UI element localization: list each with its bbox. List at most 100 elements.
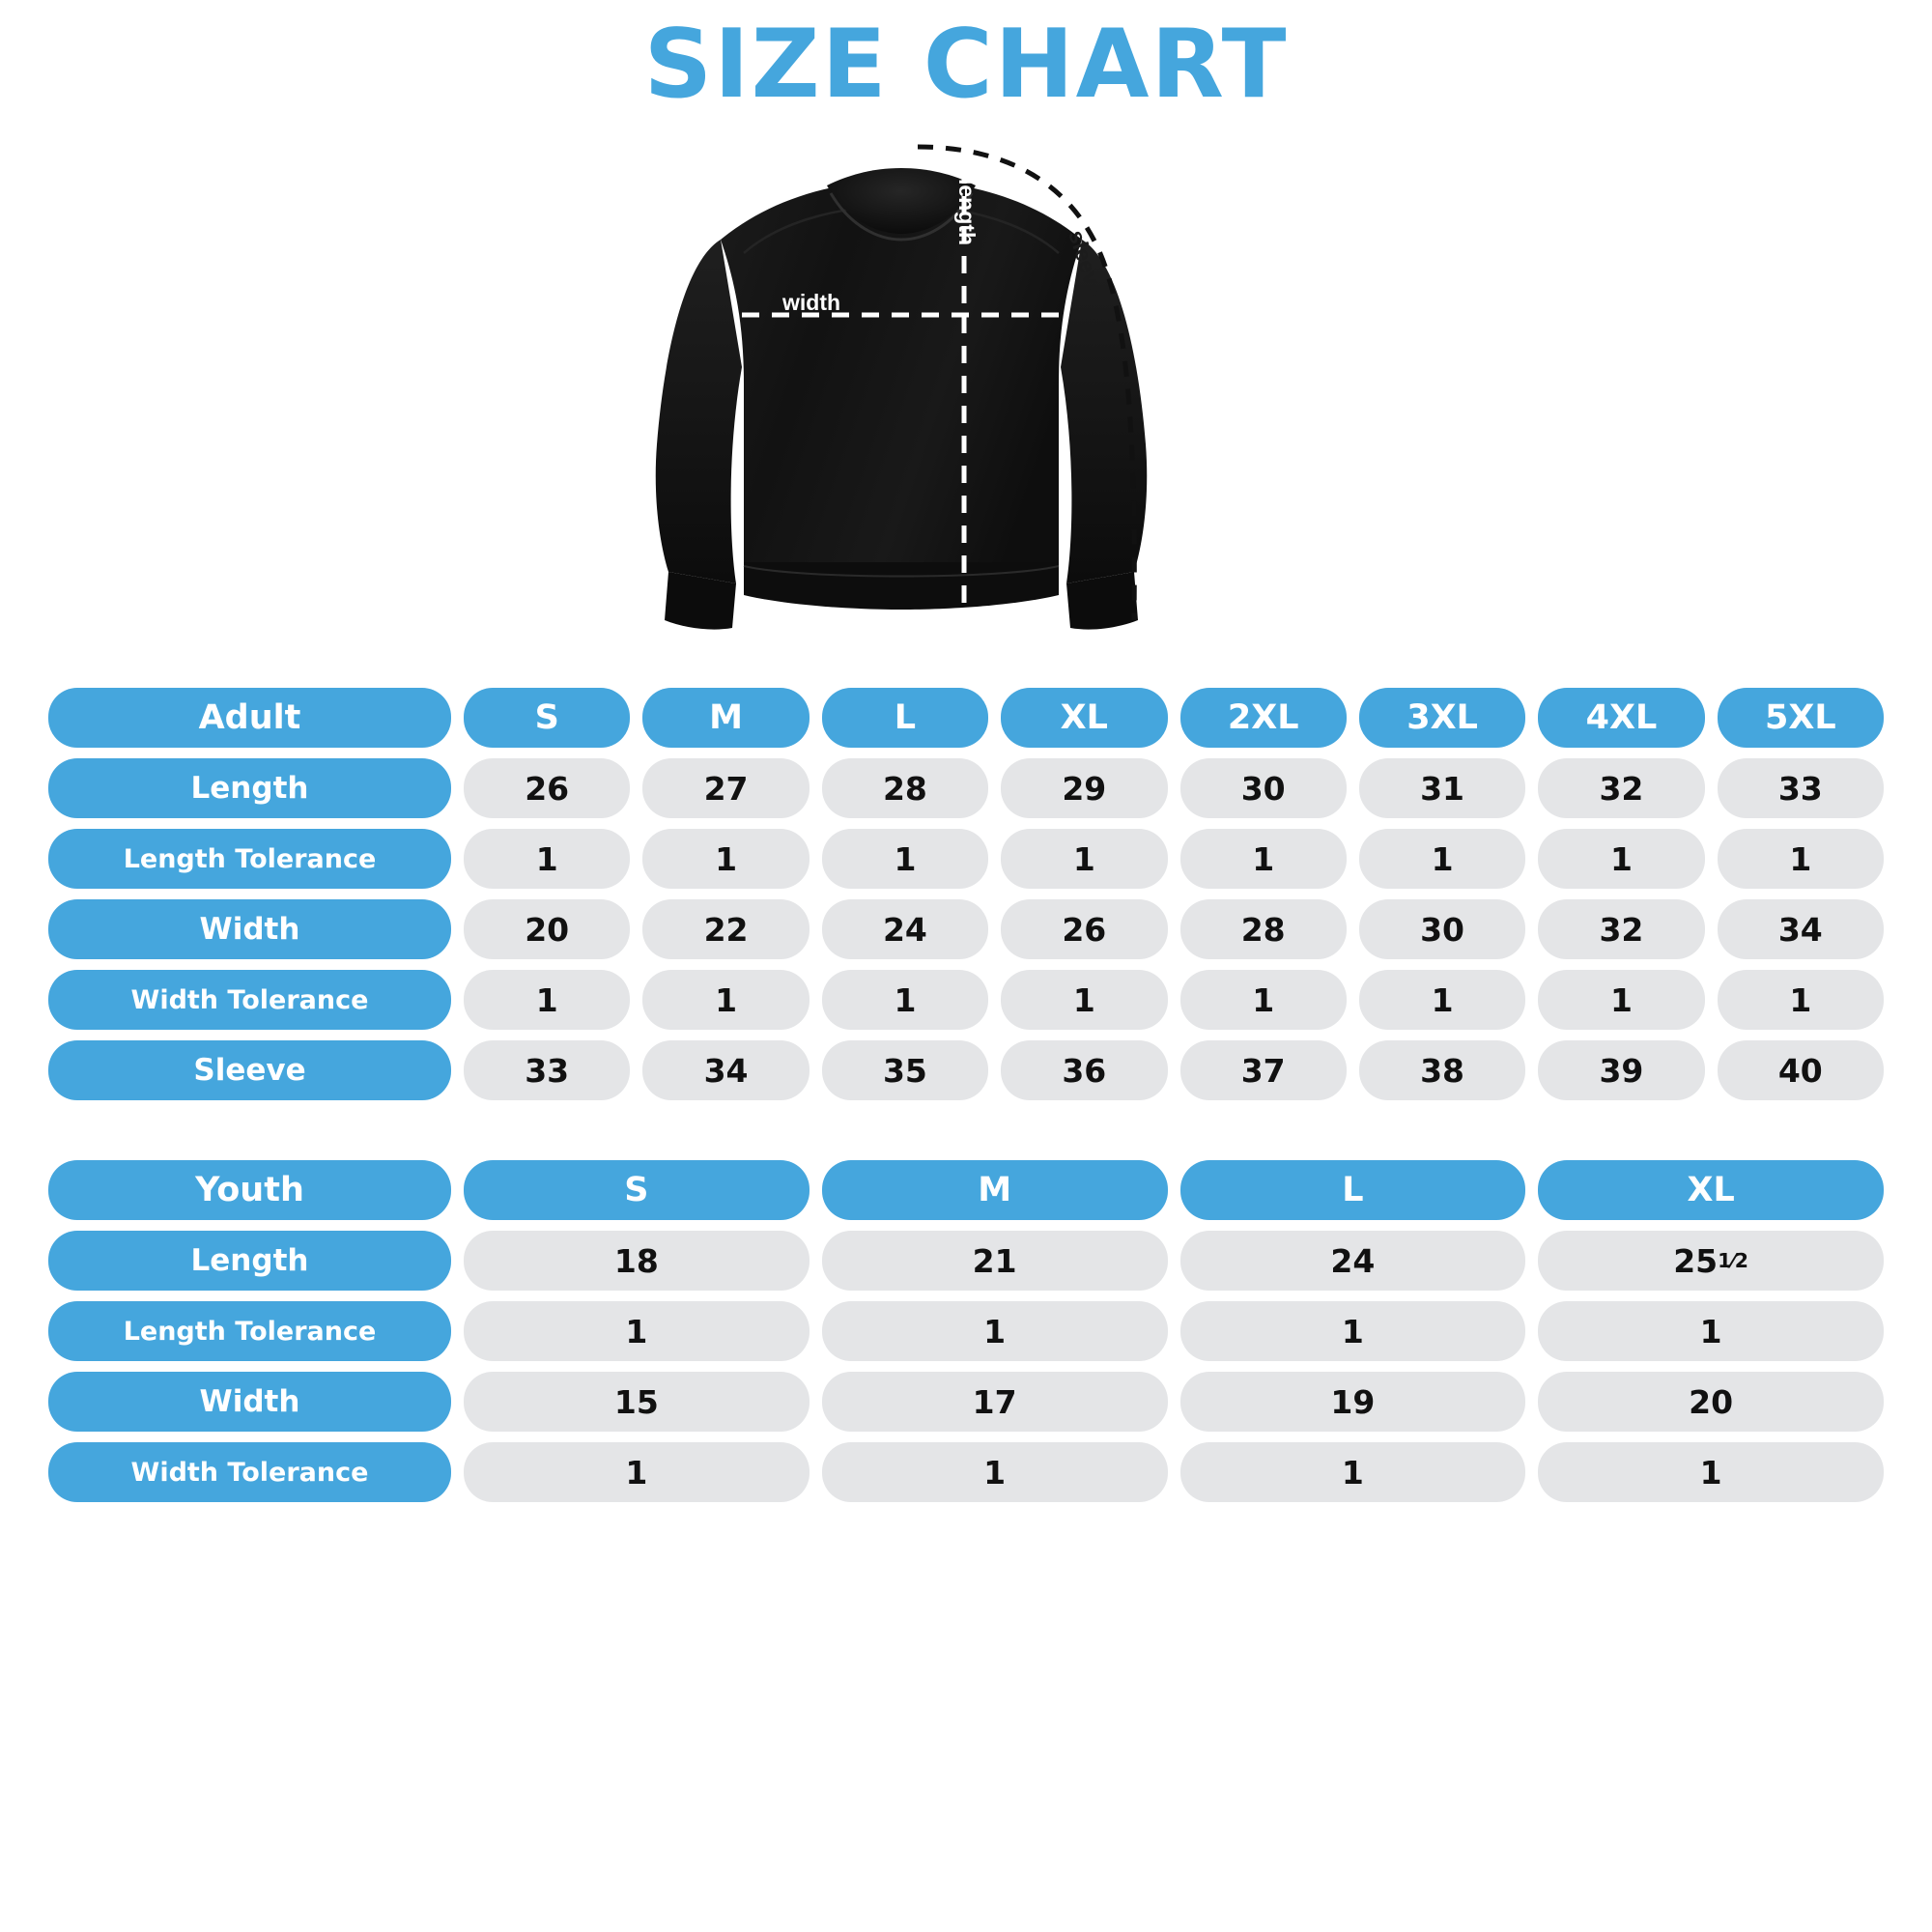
measurement-cell: 32	[1538, 899, 1705, 959]
size-header-l: L	[1179, 1160, 1526, 1220]
row-label-length-tolerance: Length Tolerance	[48, 829, 451, 889]
row-label-width: Width	[48, 899, 451, 959]
adult-header-row: Adult S M L XL 2XL 3XL 4XL 5XL	[48, 688, 1884, 748]
measurement-cell: 1	[1717, 970, 1884, 1030]
adult-size-headers: S M L XL 2XL 3XL 4XL 5XL	[464, 688, 1884, 748]
table-row: Width Tolerance 1 1 1 1 1 1 1 1	[48, 970, 1884, 1030]
size-header-xl: XL	[1001, 688, 1168, 748]
table-row: Length 26 27 28 29 30 31 32 33	[48, 758, 1884, 818]
measurement-cell: 30	[1179, 758, 1347, 818]
collar-ribbing	[829, 192, 974, 242]
measurement-cell: 32	[1538, 758, 1705, 818]
measurement-cell: 27	[642, 758, 810, 818]
row-label-length: Length	[48, 1231, 451, 1291]
table-row: Width 20 22 24 26 28 30 32 34	[48, 899, 1884, 959]
measurement-cell: 19	[1179, 1372, 1526, 1432]
measurement-cell: 1	[1179, 970, 1347, 1030]
measurement-cell: 1	[821, 1442, 1168, 1502]
measurement-cell: 21	[821, 1231, 1168, 1291]
measurement-cell: 1	[1358, 970, 1526, 1030]
measurement-cell: 30	[1358, 899, 1526, 959]
size-header-m: M	[821, 1160, 1168, 1220]
measurement-cell: 1	[821, 970, 989, 1030]
measurement-cell: 1	[464, 829, 631, 889]
measurement-cell: 20	[464, 899, 631, 959]
measurement-cell: 33	[464, 1040, 631, 1100]
measurement-cell: 40	[1717, 1040, 1884, 1100]
measurement-cell: 1	[1001, 829, 1168, 889]
left-cuff	[665, 572, 736, 630]
measurement-cell: 31	[1358, 758, 1526, 818]
measurement-cell: 1	[1538, 1442, 1884, 1502]
size-header-3xl: 3XL	[1358, 688, 1526, 748]
row-label-width-tolerance: Width Tolerance	[48, 970, 451, 1030]
sleeve-guide-line	[917, 144, 1137, 621]
size-header-s: S	[464, 1160, 810, 1220]
width-label: width	[782, 290, 841, 315]
row-values: 18 21 24 25 1⁄2	[464, 1231, 1884, 1291]
row-label-width: Width	[48, 1372, 451, 1432]
measurement-cell: 1	[1179, 829, 1347, 889]
measurement-cell: 18	[464, 1231, 810, 1291]
collar	[827, 168, 976, 234]
measurement-cell: 38	[1358, 1040, 1526, 1100]
measurement-cell: 1	[1179, 1301, 1526, 1361]
page-title: SIZE CHART	[643, 10, 1289, 120]
measurement-cell: 1	[1179, 1442, 1526, 1502]
youth-header-row: Youth S M L XL	[48, 1160, 1884, 1220]
measurement-cell: 1	[1717, 829, 1884, 889]
table-row: Width Tolerance 1 1 1 1	[48, 1442, 1884, 1502]
table-row: Length Tolerance 1 1 1 1 1 1 1 1	[48, 829, 1884, 889]
measurement-cell: 1	[464, 1301, 810, 1361]
adult-group-label: Adult	[48, 688, 451, 748]
table-row: Length Tolerance 1 1 1 1	[48, 1301, 1884, 1361]
measurement-cell: 1	[1358, 829, 1526, 889]
measurement-cell: 37	[1179, 1040, 1347, 1100]
size-header-5xl: 5XL	[1717, 688, 1884, 748]
youth-size-table: Youth S M L XL Length 18 21 24 25 1⁄2 Length Tolera…	[48, 1160, 1884, 1502]
measurement-cell: 15	[464, 1372, 810, 1432]
measurement-cell: 1	[821, 1301, 1168, 1361]
body-panel	[721, 180, 1082, 599]
measurement-cell: 24	[821, 899, 989, 959]
measurement-cell: 39	[1538, 1040, 1705, 1100]
garment-diagram: length width sleeve	[628, 126, 1304, 667]
measurement-cell: 34	[642, 1040, 810, 1100]
row-values: 33 34 35 36 37 38 39 40	[464, 1040, 1884, 1100]
row-label-length: Length	[48, 758, 451, 818]
left-sleeve	[655, 240, 742, 583]
measurement-cell: 17	[821, 1372, 1168, 1432]
measurement-cell: 1	[821, 829, 989, 889]
hem-seam	[743, 565, 1060, 578]
table-row: Sleeve 33 34 35 36 37 38 39 40	[48, 1040, 1884, 1100]
measurement-cell: 25 1⁄2	[1538, 1231, 1884, 1291]
measurement-cell: 1	[1538, 829, 1705, 889]
measurement-cell: 26	[464, 758, 631, 818]
measurement-cell: 20	[1538, 1372, 1884, 1432]
measurement-cell: 33	[1717, 758, 1884, 818]
measurement-cell: 29	[1001, 758, 1168, 818]
row-label-length-tolerance: Length Tolerance	[48, 1301, 451, 1361]
size-header-l: L	[821, 688, 989, 748]
adult-size-table: Adult S M L XL 2XL 3XL 4XL 5XL Length 26 27 28 29 30 31…	[48, 688, 1884, 1100]
measurement-cell: 24	[1179, 1231, 1526, 1291]
measurement-cell: 1	[1538, 1301, 1884, 1361]
row-values: 26 27 28 29 30 31 32 33	[464, 758, 1884, 818]
row-label-width-tolerance: Width Tolerance	[48, 1442, 451, 1502]
measurement-cell: 22	[642, 899, 810, 959]
measurement-cell: 36	[1001, 1040, 1168, 1100]
length-label: length	[954, 179, 980, 245]
measurement-cell: 1	[642, 829, 810, 889]
size-header-4xl: 4XL	[1538, 688, 1705, 748]
sweatshirt-illustration	[655, 144, 1148, 630]
row-label-sleeve: Sleeve	[48, 1040, 451, 1100]
measurement-cell: 28	[821, 758, 989, 818]
right-cuff	[1066, 572, 1138, 630]
bottom-hem	[744, 562, 1059, 610]
row-values: 20 22 24 26 28 30 32 34	[464, 899, 1884, 959]
